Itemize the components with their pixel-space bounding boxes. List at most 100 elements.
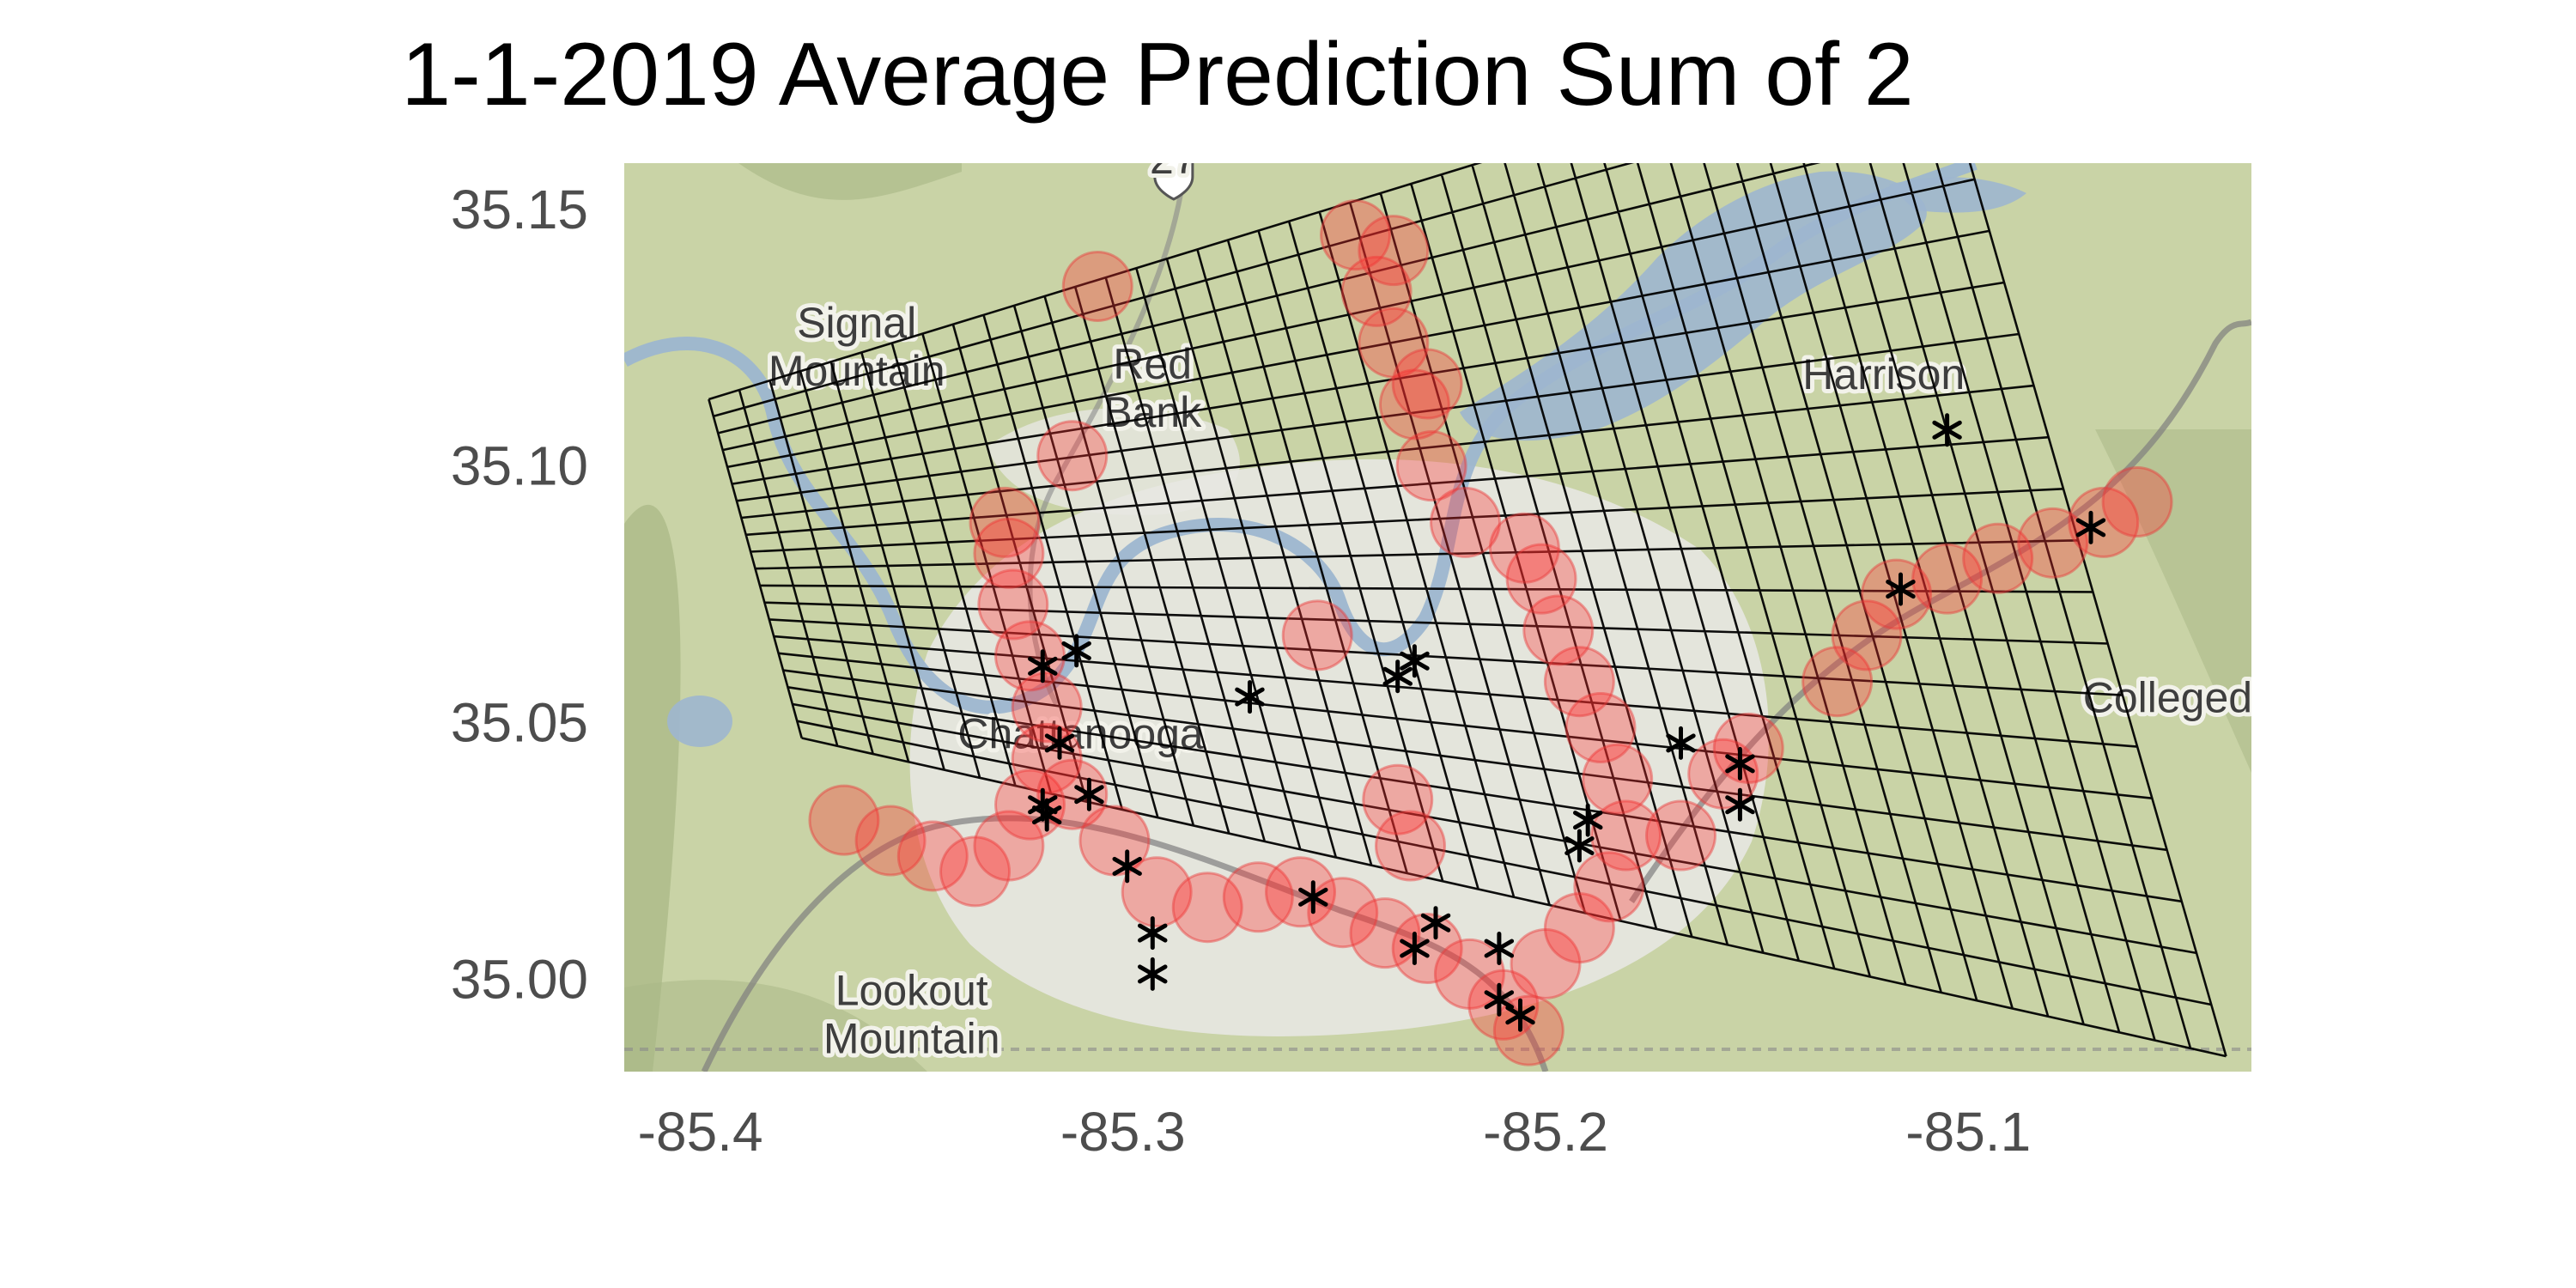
prediction-circle: [1395, 430, 1467, 502]
route-27-shield-icon: [1153, 163, 1194, 201]
prediction-circle: [1171, 872, 1243, 944]
y-tick-label: 35.10: [451, 435, 588, 497]
incident-star-marker: [1032, 798, 1062, 832]
x-tick-label: -85.3: [1060, 1101, 1186, 1163]
incident-star-marker: [1666, 726, 1696, 760]
prediction-circle: [1488, 512, 1560, 584]
prediction-circle: [1358, 215, 1430, 287]
x-axis-tick-labels: -85.4 -85.3 -85.2 -85.1: [638, 1101, 2031, 1163]
prediction-circle: [2101, 466, 2173, 538]
prediction-circle: [1222, 861, 1294, 933]
basemap-ridge-south: [624, 980, 927, 1072]
incident-star-marker: [1400, 932, 1430, 965]
incident-star-marker: [1420, 906, 1451, 940]
prediction-circle: [1320, 199, 1392, 271]
prediction-circle: [1801, 646, 1874, 718]
y-tick-label: 35.15: [451, 179, 588, 240]
basemap-reservoir: [1460, 171, 1927, 441]
x-tick-label: -85.4: [638, 1101, 763, 1163]
prediction-circle: [808, 784, 880, 856]
prediction-circle: [1962, 522, 2034, 594]
incident-star-marker: [1573, 803, 1603, 837]
prediction-grid: [708, 163, 2227, 1058]
incident-star-marker: [1298, 880, 1328, 914]
prediction-circle: [1645, 799, 1717, 872]
incident-star-marker: [1505, 998, 1535, 1032]
prediction-circle: [1349, 897, 1421, 969]
prediction-circle: [1831, 599, 1903, 671]
grid-lines: [708, 163, 2227, 1058]
prediction-circle: [1712, 712, 1784, 784]
basemap-reservoir-arm: [1889, 177, 2026, 213]
map-title: 1-1-2019 Average Prediction Sum of 2: [401, 25, 1913, 125]
prediction-circle: [1362, 763, 1434, 835]
prediction-circle: [1564, 692, 1637, 764]
x-tick-label: -85.2: [1483, 1101, 1608, 1163]
prediction-circle: [1378, 368, 1450, 440]
place-label: Signal: [797, 299, 916, 347]
incident-star-marker: [1235, 680, 1265, 714]
place-label: Lookout: [835, 966, 988, 1014]
incident-star-marker: [1382, 659, 1413, 694]
x-tick-label: -85.1: [1905, 1101, 2031, 1163]
prediction-circle: [2017, 507, 2089, 579]
incident-star-marker: [1725, 787, 1755, 822]
incident-star-marker: [1725, 746, 1755, 781]
prediction-circle: [1036, 420, 1109, 492]
incident-star-marker: [1886, 572, 1916, 606]
place-label: 27: [1150, 135, 1198, 183]
prediction-circle: [939, 835, 1012, 908]
incident-star-marker: [1028, 649, 1058, 683]
incident-star-marker: [1484, 982, 1515, 1017]
y-tick-label: 35.00: [451, 948, 588, 1010]
prediction-circle: [1573, 851, 1645, 923]
prediction-circle: [1505, 543, 1577, 615]
prediction-circle: [1522, 594, 1595, 666]
prediction-circle: [1011, 671, 1083, 744]
prediction-circle: [1510, 927, 1582, 999]
prediction-circle: [1375, 810, 1447, 882]
prediction-circle: [1543, 646, 1615, 718]
prediction-circle: [1492, 994, 1564, 1066]
prediction-circle: [1911, 543, 1984, 615]
incident-star-marker: [1061, 634, 1091, 668]
incident-star-marker: [1138, 916, 1168, 951]
incident-star-marker: [1138, 957, 1168, 991]
prediction-circle: [1391, 348, 1463, 420]
basemap-ridge-east: [2095, 429, 2251, 773]
basemap-highway-us27: [1027, 163, 1188, 706]
incident-star-marker: [1932, 413, 1962, 447]
incident-star-marker: [1044, 726, 1075, 760]
incident-stars: [1028, 413, 2106, 1032]
incident-star-marker: [1112, 849, 1142, 884]
prediction-circle: [854, 805, 927, 877]
prediction-circle: [1582, 743, 1654, 815]
prediction-circle: [973, 517, 1045, 589]
place-label: Mountain: [823, 1014, 1000, 1062]
incident-star-marker: [2075, 510, 2106, 544]
basemap-ridge-west: [624, 504, 681, 1072]
basemap-highway-i24: [701, 815, 1549, 1072]
prediction-circle: [1590, 799, 1662, 872]
incident-star-marker: [1400, 644, 1430, 678]
incident-star-marker: [1074, 777, 1104, 811]
place-label: Collegeda: [2083, 674, 2276, 722]
prediction-circle: [973, 810, 1045, 882]
basemap-ridge-north: [738, 163, 962, 200]
basemap-pond: [667, 696, 732, 747]
prediction-circle: [896, 820, 969, 892]
prediction-circle: [1391, 913, 1463, 985]
prediction-circle: [1307, 877, 1379, 949]
y-axis-tick-labels: 35.00 35.05 35.10 35.15: [451, 179, 588, 1011]
prediction-circle: [1358, 307, 1430, 379]
basemap-highway-i75: [1629, 319, 2251, 903]
prediction-circle: [1861, 558, 1933, 630]
incident-star-marker: [1564, 829, 1595, 863]
prediction-circle: [1281, 599, 1353, 671]
prediction-circle: [1543, 892, 1615, 964]
y-tick-label: 35.05: [451, 692, 588, 754]
prediction-circle: [969, 486, 1041, 558]
prediction-circle: [1340, 255, 1413, 327]
